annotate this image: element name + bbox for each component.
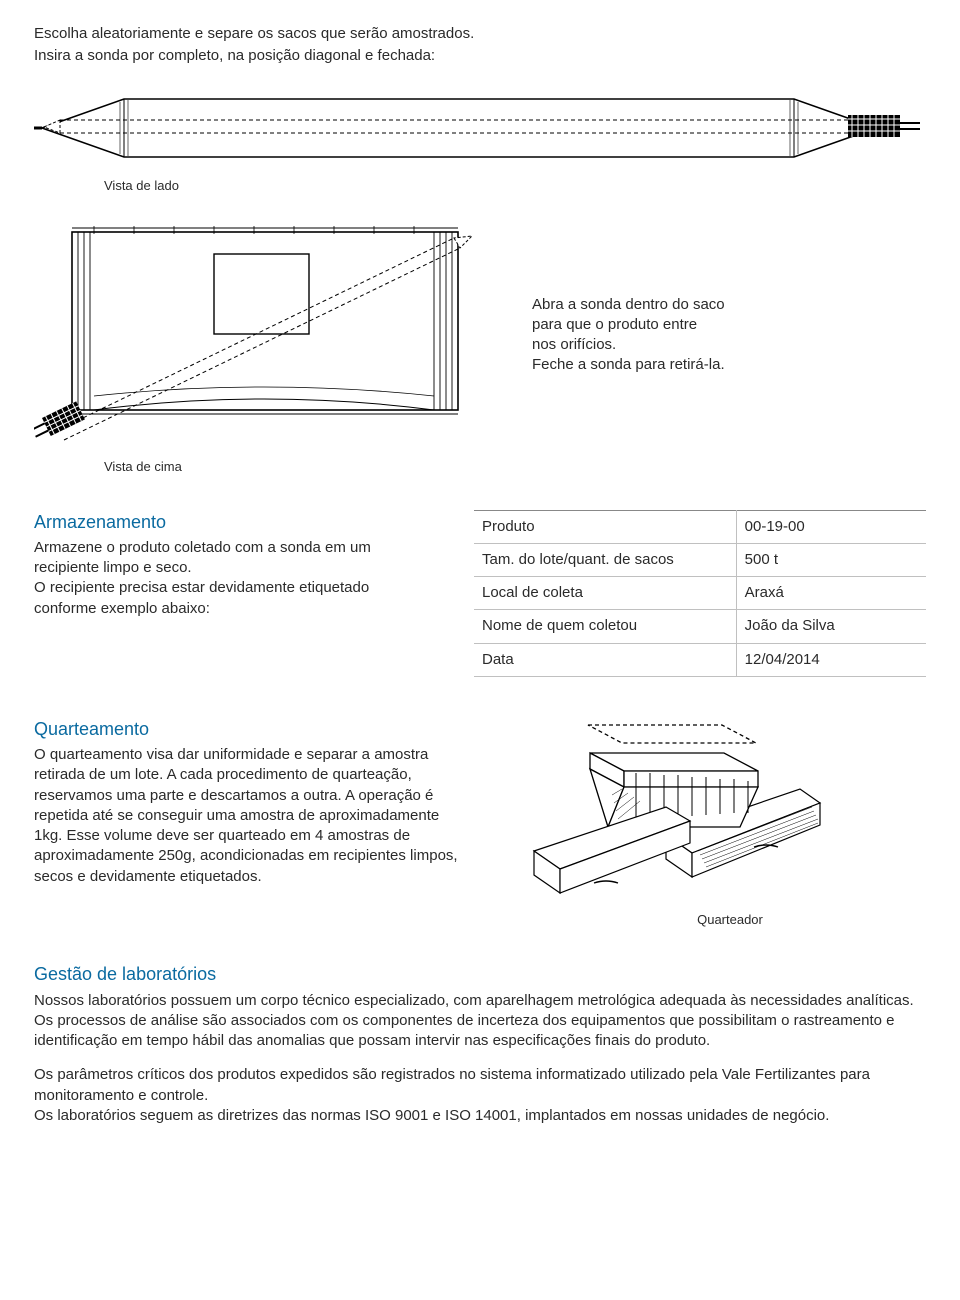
intro-line2: Insira a sonda por completo, na posição …	[34, 46, 926, 66]
cell-v: 500 t	[736, 543, 926, 576]
gestao-p2: Os processos de análise são associados c…	[34, 1012, 894, 1049]
quarteamento-row: Quarteamento O quarteamento visa dar uni…	[34, 717, 926, 929]
quarteamento-text: Quarteamento O quarteamento visa dar uni…	[34, 717, 464, 929]
gestao-p3: Os parâmetros críticos dos produtos expe…	[34, 1066, 870, 1103]
arm-body2: O recipiente precisa estar devidamente e…	[34, 579, 369, 616]
label-table-wrap: Produto00-19-00 Tam. do lote/quant. de s…	[474, 510, 926, 677]
caption-top-view: Vista de cima	[104, 458, 926, 476]
quarteador-figure: Quarteador	[494, 717, 926, 929]
table-row: Nome de quem coletouJoão da Silva	[474, 610, 926, 643]
armazenamento-title: Armazenamento	[34, 510, 434, 534]
cell-k: Local de coleta	[474, 577, 736, 610]
table-row: Local de coletaAraxá	[474, 577, 926, 610]
cell-k: Data	[474, 643, 736, 676]
quarteamento-body: O quarteamento visa dar uniformidade e s…	[34, 745, 464, 887]
diagram-top-view-row: Abra a sonda dentro do saco para que o p…	[34, 220, 926, 450]
arm-body1: Armazene o produto coletado com a sonda …	[34, 539, 371, 576]
d2-line1: Abra a sonda dentro do saco	[532, 295, 725, 315]
gestao-section: Gestão de laboratórios Nossos laboratóri…	[34, 962, 926, 1126]
intro-line1: Escolha aleatoriamente e separe os sacos…	[34, 24, 926, 44]
label-table: Produto00-19-00 Tam. do lote/quant. de s…	[474, 510, 926, 677]
armazenamento-text: Armazenamento Armazene o produto coletad…	[34, 510, 434, 677]
quarteador-caption: Quarteador	[534, 911, 926, 929]
cell-v: 00-19-00	[736, 510, 926, 543]
cell-v: Araxá	[736, 577, 926, 610]
bag-top-svg	[34, 220, 504, 450]
table-row: Data12/04/2014	[474, 643, 926, 676]
diagram2-instructions: Abra a sonda dentro do saco para que o p…	[532, 295, 725, 376]
cell-k: Produto	[474, 510, 736, 543]
d2-line2: para que o produto entre	[532, 315, 725, 335]
d2-line3: nos orifícios.	[532, 335, 725, 355]
gestao-p1: Nossos laboratórios possuem um corpo téc…	[34, 992, 914, 1009]
cell-k: Tam. do lote/quant. de sacos	[474, 543, 736, 576]
table-row: Produto00-19-00	[474, 510, 926, 543]
quarteamento-title: Quarteamento	[34, 717, 464, 741]
cell-v: 12/04/2014	[736, 643, 926, 676]
cell-k: Nome de quem coletou	[474, 610, 736, 643]
quarteador-svg	[494, 717, 834, 907]
gestao-p4: Os laboratórios seguem as diretrizes das…	[34, 1107, 829, 1124]
gestao-title: Gestão de laboratórios	[34, 962, 926, 986]
intro-text: Escolha aleatoriamente e separe os sacos…	[34, 24, 926, 67]
d2-line4: Feche a sonda para retirá-la.	[532, 355, 725, 375]
bag-side-svg	[34, 85, 924, 171]
cell-v: João da Silva	[736, 610, 926, 643]
diagram-side-view: Vista de lado	[34, 85, 926, 195]
armazenamento-row: Armazenamento Armazene o produto coletad…	[34, 510, 926, 677]
caption-side-view: Vista de lado	[104, 177, 926, 195]
table-row: Tam. do lote/quant. de sacos500 t	[474, 543, 926, 576]
